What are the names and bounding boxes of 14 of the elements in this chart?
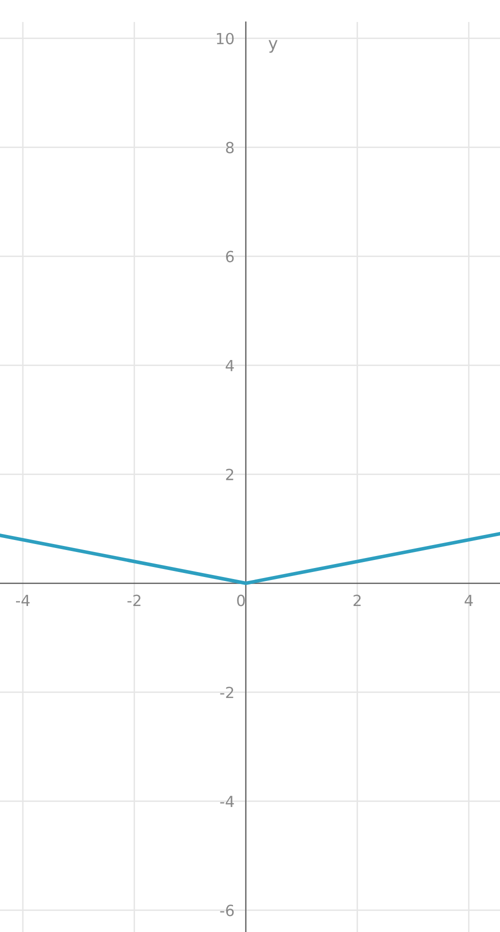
y-axis-title: y [268,40,278,53]
y-tick-label: -4 [220,796,234,808]
y-tick-label: -2 [220,686,234,698]
x-tick-label: 2 [354,594,361,606]
y-tick-label: 2 [226,468,234,480]
x-tick-label: -2 [127,594,140,606]
y-tick-label: 10 [216,32,234,44]
x-tick-label: -4 [16,594,30,606]
y-tick-label: -6 [220,904,234,916]
y-tick-label: 8 [226,142,234,154]
x-tick-label: 4 [464,594,473,606]
x-tick-label: 0 [237,594,245,606]
y-tick-label: 6 [226,250,234,262]
y-tick-label: 4 [226,360,234,372]
